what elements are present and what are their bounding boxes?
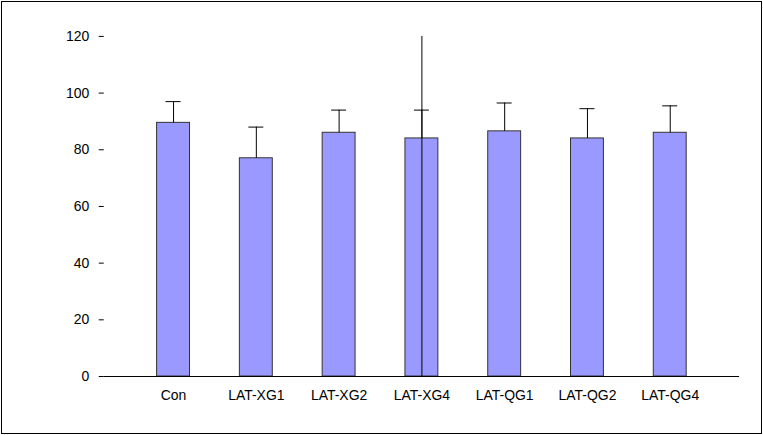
svg-text:LAT-XG1: LAT-XG1 — [228, 387, 285, 403]
svg-text:100: 100 — [66, 85, 90, 101]
svg-text:LAT-QG1: LAT-QG1 — [476, 387, 534, 403]
svg-text:120: 120 — [66, 28, 90, 44]
svg-text:LAT-XG4: LAT-XG4 — [394, 387, 451, 403]
svg-text:LAT-QG4: LAT-QG4 — [641, 387, 699, 403]
svg-text:40: 40 — [74, 255, 90, 271]
svg-text:LAT-XG2: LAT-XG2 — [311, 387, 368, 403]
svg-text:60: 60 — [74, 198, 90, 214]
svg-text:20: 20 — [74, 311, 90, 327]
svg-text:Con: Con — [161, 387, 187, 403]
svg-text:LAT-QG2: LAT-QG2 — [559, 387, 617, 403]
svg-text:0: 0 — [82, 368, 90, 384]
svg-text:80: 80 — [74, 141, 90, 157]
